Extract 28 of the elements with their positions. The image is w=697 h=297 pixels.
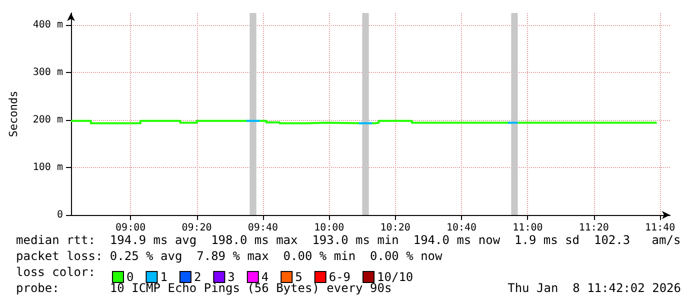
y-tick-label: 100 m: [32, 162, 63, 173]
y-tick-label: 0: [56, 210, 63, 220]
x-tick-label: 10:20: [380, 222, 410, 234]
y-tick-label: 300 m: [32, 66, 63, 78]
y-tick-label: 400 m: [32, 19, 63, 30]
legend-label: 5: [295, 270, 302, 284]
y-axis-title: Seconds: [7, 90, 20, 138]
x-tick-label: 11:00: [512, 222, 543, 234]
legend-label: 2: [194, 270, 202, 284]
legend-label: 6-9: [328, 270, 351, 284]
legend-label: 1: [160, 270, 168, 284]
legend-label: 0: [126, 270, 134, 284]
legend-label: 10/10: [377, 270, 414, 284]
text: median rtt: 194.9 ms avg 198.0 ms max 193.0 ms min 194.0 ms now 1.9 ms sd 102.3 am/s: [16, 233, 681, 247]
y-tick-label: 200 m: [32, 114, 63, 126]
x-tick-label: 09:40: [248, 222, 278, 234]
x-tick-label: 10:00: [314, 222, 344, 234]
x-tick-label: 11:20: [578, 222, 609, 234]
legend-label: 4: [261, 270, 269, 284]
legend-label: 3: [228, 270, 235, 284]
text: packet loss: 0.25 % avg 7.89 % max 0.00 % min 0.00 % now: [16, 249, 444, 263]
text: probe: 10 ICMP Echo Pings (56 Bytes) every 90s: [16, 281, 392, 295]
text: Thu Jan 8 11:42:02 2026: [508, 281, 681, 295]
x-tick-label: 10:40: [446, 222, 477, 234]
legend-title: loss color:: [16, 265, 96, 279]
x-tick-label: 11:40: [645, 222, 676, 234]
x-tick-label: 09:20: [182, 222, 212, 234]
x-tick-label: 09:00: [116, 222, 146, 234]
